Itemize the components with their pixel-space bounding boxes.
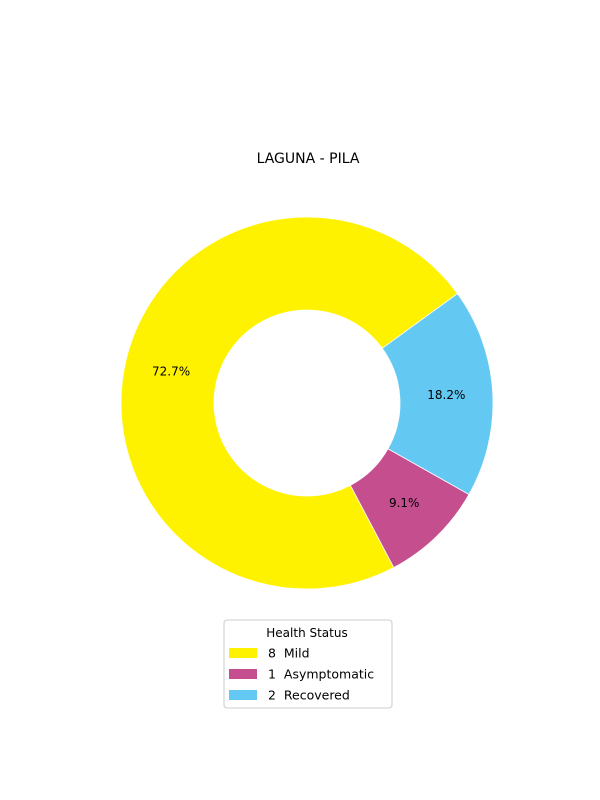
legend: Health Status 8 Mild 1 Asymptomatic 2 Reco… xyxy=(223,619,393,709)
legend-items: 8 Mild 1 Asymptomatic 2 Recovered xyxy=(229,646,374,703)
percent-label-asymptomatic: 9.1% xyxy=(389,496,420,510)
percent-labels: 72.7% 9.1% 18.2% xyxy=(152,364,465,510)
slices-group xyxy=(120,216,494,590)
percent-label-recovered: 18.2% xyxy=(427,388,465,402)
slice-recovered xyxy=(381,293,494,496)
legend-label-mild: 8 Mild xyxy=(268,646,310,661)
slice-mild xyxy=(120,216,459,590)
legend-label-asymptomatic: 1 Asymptomatic xyxy=(268,667,374,682)
legend-label-recovered: 2 Recovered xyxy=(268,688,350,703)
legend-box xyxy=(223,619,393,709)
legend-swatch-asymptomatic xyxy=(229,669,257,679)
legend-swatch-recovered xyxy=(229,690,257,700)
legend-swatch-mild xyxy=(229,648,257,658)
legend-title: Health Status xyxy=(266,626,347,640)
chart-title: LAGUNA - PILA xyxy=(257,151,360,167)
percent-label-mild: 72.7% xyxy=(152,364,190,378)
